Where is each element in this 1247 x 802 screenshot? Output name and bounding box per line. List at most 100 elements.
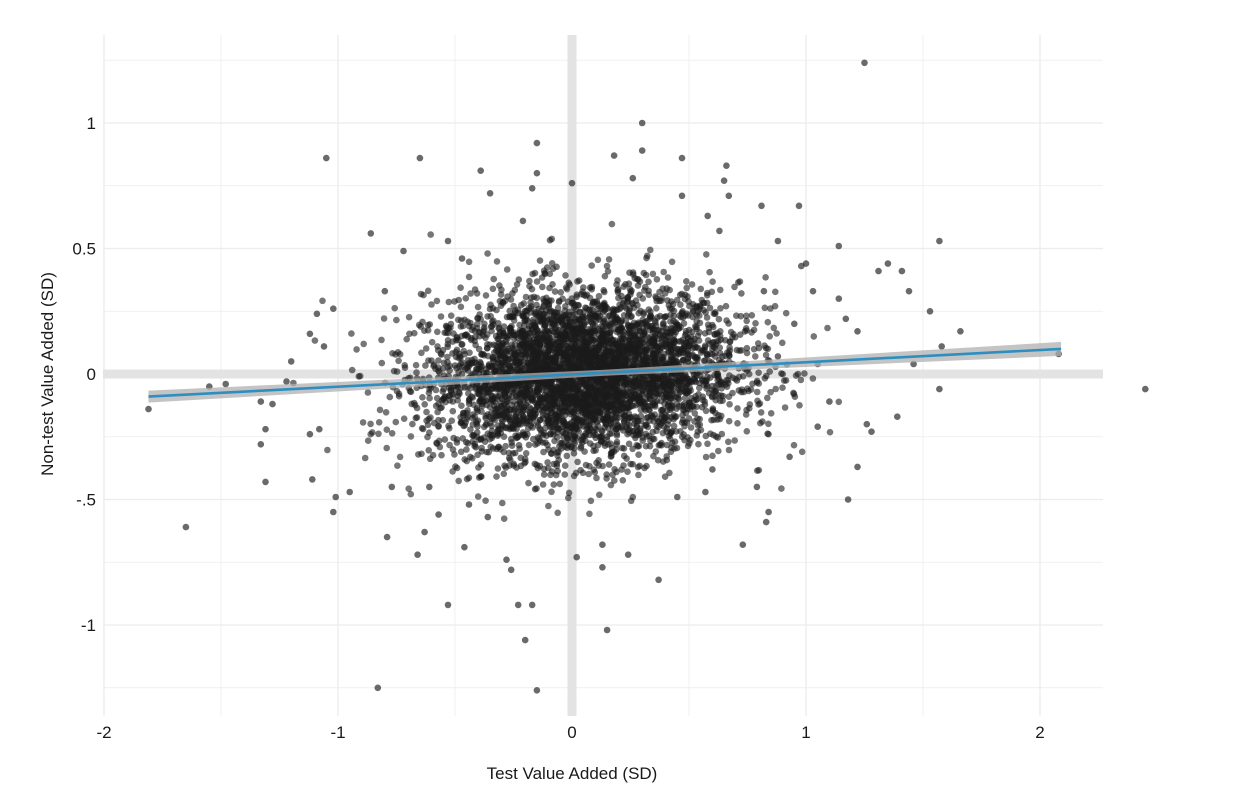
data-point bbox=[453, 439, 461, 446]
data-point bbox=[624, 396, 631, 404]
data-point bbox=[556, 363, 563, 370]
data-point bbox=[452, 386, 460, 393]
data-point bbox=[407, 490, 415, 498]
data-point bbox=[762, 351, 770, 359]
data-point bbox=[474, 493, 482, 500]
data-point bbox=[697, 426, 705, 434]
data-point-outlier bbox=[320, 343, 328, 350]
data-point-outlier bbox=[795, 202, 803, 210]
data-point bbox=[511, 419, 518, 426]
data-point-outlier bbox=[388, 483, 396, 491]
data-point bbox=[519, 412, 527, 420]
data-point bbox=[614, 406, 622, 413]
data-point bbox=[696, 415, 703, 423]
data-point bbox=[487, 391, 495, 399]
data-point bbox=[749, 380, 756, 388]
data-point bbox=[688, 281, 696, 288]
data-point bbox=[726, 344, 733, 351]
data-point bbox=[498, 421, 506, 428]
data-point bbox=[709, 452, 716, 460]
data-point-outlier bbox=[868, 428, 875, 436]
data-point bbox=[672, 393, 680, 401]
data-point bbox=[413, 369, 420, 376]
data-point bbox=[433, 394, 441, 402]
data-point bbox=[386, 393, 394, 401]
data-point bbox=[689, 328, 696, 336]
data-point bbox=[359, 419, 367, 426]
data-point bbox=[376, 406, 384, 414]
data-point bbox=[513, 434, 521, 441]
data-point bbox=[458, 402, 465, 410]
data-point-outlier bbox=[465, 501, 473, 508]
data-point bbox=[624, 322, 632, 330]
data-point bbox=[562, 360, 569, 368]
data-point bbox=[599, 428, 606, 435]
data-point bbox=[585, 470, 592, 478]
data-point bbox=[658, 378, 666, 385]
data-point bbox=[652, 293, 659, 300]
data-point bbox=[457, 284, 464, 292]
data-point bbox=[567, 334, 574, 341]
data-point bbox=[712, 387, 720, 395]
data-point bbox=[725, 320, 732, 327]
data-point bbox=[606, 328, 613, 336]
data-point bbox=[506, 331, 513, 339]
data-point bbox=[677, 324, 684, 331]
data-point bbox=[455, 477, 463, 485]
data-point bbox=[588, 283, 596, 291]
data-point-outlier bbox=[257, 441, 265, 448]
data-point bbox=[724, 377, 732, 384]
data-point bbox=[594, 404, 602, 411]
data-point-outlier bbox=[514, 601, 522, 609]
data-point bbox=[533, 294, 541, 302]
data-point bbox=[573, 291, 581, 299]
data-point bbox=[540, 448, 547, 456]
data-point bbox=[658, 294, 665, 302]
data-point-outlier bbox=[863, 420, 871, 428]
data-point bbox=[700, 357, 708, 365]
data-point bbox=[456, 390, 463, 398]
data-point bbox=[725, 352, 733, 359]
data-point bbox=[493, 395, 500, 402]
data-point bbox=[493, 306, 500, 314]
data-point bbox=[716, 397, 724, 405]
data-point bbox=[738, 290, 745, 297]
data-point bbox=[428, 338, 436, 346]
data-point bbox=[522, 362, 530, 370]
data-point bbox=[575, 354, 583, 361]
data-point bbox=[577, 377, 585, 385]
data-point-outlier bbox=[725, 192, 733, 200]
data-point bbox=[772, 385, 779, 393]
data-point bbox=[753, 388, 761, 396]
data-point bbox=[695, 391, 702, 398]
data-point bbox=[405, 313, 413, 321]
data-point bbox=[780, 377, 788, 384]
data-point bbox=[451, 362, 459, 369]
data-point bbox=[708, 288, 716, 296]
data-point bbox=[539, 378, 547, 386]
data-point bbox=[561, 462, 569, 470]
data-point bbox=[653, 305, 660, 312]
data-point bbox=[593, 336, 601, 343]
data-point bbox=[702, 407, 710, 415]
data-point bbox=[635, 451, 642, 459]
data-point bbox=[437, 313, 445, 320]
data-point bbox=[767, 305, 774, 312]
data-point bbox=[506, 307, 513, 315]
data-point bbox=[628, 402, 635, 409]
data-point bbox=[440, 395, 448, 402]
data-point bbox=[608, 378, 615, 386]
data-point bbox=[613, 315, 621, 322]
data-point bbox=[440, 385, 448, 393]
data-point bbox=[654, 456, 662, 464]
data-point bbox=[426, 394, 433, 402]
data-point bbox=[560, 397, 568, 405]
data-point bbox=[705, 324, 713, 332]
data-point bbox=[595, 409, 603, 417]
data-point bbox=[627, 388, 634, 396]
data-point bbox=[689, 351, 697, 359]
data-point bbox=[710, 343, 717, 351]
data-point bbox=[436, 443, 444, 451]
data-point bbox=[755, 369, 762, 377]
data-point-outlier bbox=[629, 174, 637, 182]
